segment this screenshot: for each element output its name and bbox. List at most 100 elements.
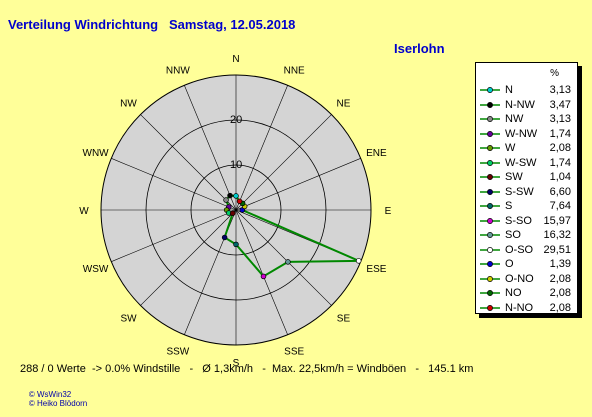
legend-dot: [487, 130, 493, 137]
compass-label-ssw: SSW: [166, 346, 189, 357]
ring-label-20: 20: [230, 114, 242, 126]
compass-label-e: E: [385, 206, 392, 217]
compass-label-wnw: WNW: [83, 148, 110, 159]
point-s-so: [260, 273, 267, 280]
station-name: Iserlohn: [394, 41, 445, 56]
point-s: [233, 241, 239, 248]
legend-item-o: O 1,39: [476, 257, 577, 271]
rose-spoke-10: [140, 209, 237, 306]
wind-rose-chart: 10 20 N NNE NE ENE E ESE SE SSE S SSW SW WSW W WNW NW NNW: [79, 54, 392, 369]
rose-spoke-7: [235, 209, 288, 335]
legend-item-no: NO 2,08: [476, 286, 577, 300]
legend-value: 7,64: [549, 200, 571, 212]
compass-label-sse: SSE: [284, 346, 304, 357]
rose-spoke-6: [235, 209, 332, 306]
legend-label: O-SO: [505, 243, 534, 256]
compass-label-n: N: [232, 54, 239, 65]
legend-item-w-sw: W-SW 1,74: [476, 156, 577, 170]
legend-item-s: S 7,64: [476, 199, 577, 213]
legend-marker-o-so: [480, 246, 500, 253]
legend-dot: [487, 232, 493, 238]
compass-label-ene: ENE: [366, 148, 387, 159]
legend-dot: [487, 304, 493, 311]
legend-marker-s-so: [480, 217, 500, 224]
point-nw: [223, 197, 229, 203]
point-n-nw: [227, 192, 233, 199]
legend-marker-s-sw: [480, 188, 500, 195]
legend-marker-nw: [480, 116, 500, 122]
legend-label: W: [505, 142, 516, 154]
legend-item-w: W 2,08: [476, 141, 577, 155]
legend-dot: [487, 87, 493, 93]
legend-value: 2,08: [549, 142, 571, 154]
compass-label-nnw: NNW: [166, 66, 190, 77]
legend-item-o-so: O-SO 29,51: [476, 243, 577, 257]
compass-label-sw: SW: [120, 313, 137, 324]
legend-value: 1,74: [549, 156, 571, 169]
legend-value: 2,08: [549, 272, 571, 285]
legend-marker-o-no: [480, 275, 500, 282]
rose-spoke-2: [235, 114, 332, 211]
legend-dot: [487, 203, 493, 209]
point-n: [233, 193, 239, 199]
point-s-sw: [221, 234, 228, 241]
legend-value: 1,39: [549, 258, 571, 270]
legend-value: 2,08: [549, 287, 571, 299]
legend-dot: [487, 174, 493, 180]
legend-value: 3,13: [549, 113, 571, 125]
page: Verteilung Windrichtung Samstag, 12.05.2…: [8, 17, 578, 408]
compass-label-ese: ESE: [366, 264, 386, 275]
point-o-so: [355, 258, 362, 264]
legend-unit: %: [550, 68, 559, 79]
legend-value: 16,32: [543, 229, 571, 241]
compass-label-wsw: WSW: [83, 264, 109, 275]
legend-label: S: [505, 200, 513, 212]
legend-marker-so: [480, 232, 500, 238]
legend-dot: [487, 159, 493, 166]
legend-label: N: [505, 84, 513, 96]
legend-dot: [487, 101, 493, 108]
legend-value: 3,13: [549, 84, 571, 96]
legend-dot: [487, 217, 493, 224]
credit-author: © Heiko Blödorn: [28, 399, 88, 408]
compass-label-ne: NE: [337, 99, 351, 110]
legend-label: S-SW: [505, 185, 534, 198]
legend-marker-w-sw: [480, 159, 500, 166]
legend-dot: [487, 188, 493, 195]
chart-title: Verteilung Windrichtung Samstag, 12.05.2…: [8, 17, 296, 32]
compass-label-s: S: [233, 358, 240, 369]
compass-label-w: W: [79, 206, 89, 217]
point-so: [285, 259, 291, 265]
legend-marker-w-nw: [480, 130, 500, 137]
legend: % N 3,13 N-NW 3,47 NW 3,13 W-NW 1,74 W 2,08 W-SW 1,…: [475, 62, 578, 314]
legend-label: W-NW: [505, 127, 538, 140]
legend-item-s-sw: S-SW 6,60: [476, 185, 577, 199]
legend-marker-w: [480, 145, 500, 151]
legend-marker-n-no: [480, 304, 500, 311]
legend-label: SW: [505, 171, 523, 183]
credit-wswin: © WsWin32: [28, 390, 72, 399]
legend-value: 6,60: [549, 185, 571, 198]
legend-dot: [487, 275, 493, 282]
legend-label: NO: [505, 287, 522, 299]
legend-dot: [487, 261, 493, 267]
legend-item-sw: SW 1,04: [476, 170, 577, 184]
rose-spoke-13: [111, 158, 237, 211]
statistics-line: 288 / 0 Werte -> 0.0% Windstille - Ø 1,3…: [20, 363, 474, 375]
legend-item-so: SO 16,32: [476, 228, 577, 242]
legend-label: O: [505, 258, 514, 270]
legend-dot: [487, 246, 493, 253]
legend-item-w-nw: W-NW 1,74: [476, 127, 577, 141]
legend-dot: [487, 290, 493, 296]
legend-value: 1,04: [549, 171, 571, 183]
legend-label: S-SO: [505, 214, 532, 227]
compass-label-se: SE: [337, 313, 351, 324]
legend-value: 29,51: [543, 243, 571, 256]
point-sw: [229, 210, 236, 217]
point-n-no: [236, 198, 243, 205]
legend-item-nw: NW 3,13: [476, 112, 577, 126]
legend-marker-n-nw: [480, 101, 500, 108]
rose-spoke-11: [111, 209, 237, 262]
legend-label: O-NO: [505, 272, 534, 285]
rose-spoke-3: [235, 158, 361, 211]
